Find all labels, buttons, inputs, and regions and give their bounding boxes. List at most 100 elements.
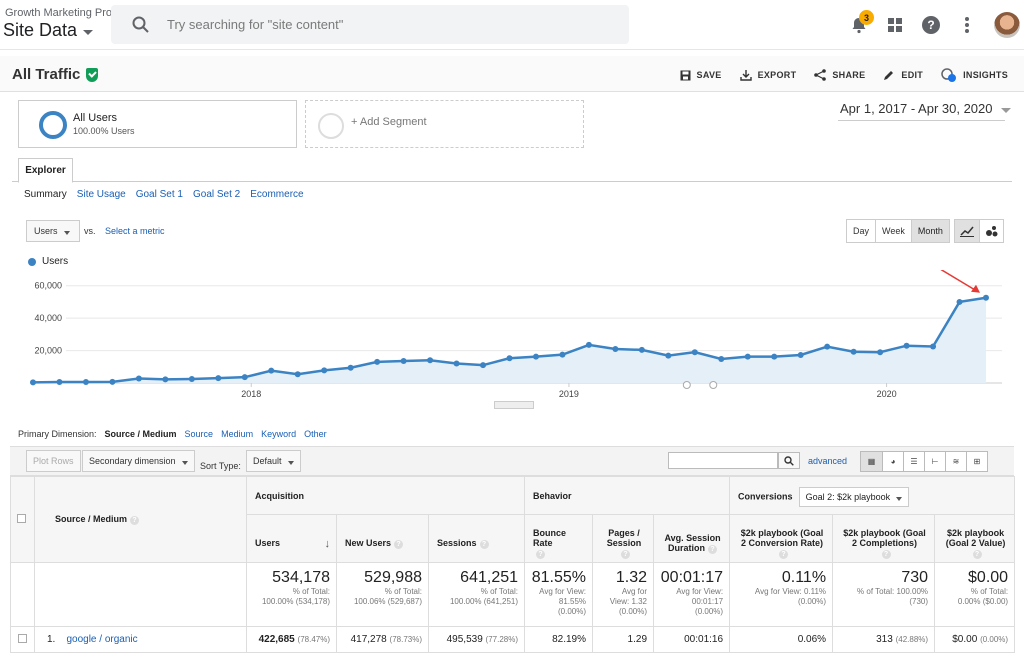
total-value: 00:01:17 bbox=[660, 569, 724, 586]
line-chart-icon[interactable] bbox=[955, 220, 979, 242]
subtab-ecommerce[interactable]: Ecommerce bbox=[250, 189, 304, 200]
secondary-dimension-label: Secondary dimension bbox=[89, 456, 176, 466]
performance-view-icon[interactable]: ☰ bbox=[903, 452, 924, 471]
comparison-view-icon[interactable]: ⊢ bbox=[924, 452, 945, 471]
help-icon: ? bbox=[536, 549, 546, 559]
chevron-down-icon bbox=[181, 460, 188, 465]
apps-grid-icon[interactable] bbox=[882, 12, 908, 38]
data-point bbox=[665, 352, 672, 359]
pencil-icon bbox=[884, 71, 894, 80]
data-point bbox=[532, 353, 539, 360]
data-point bbox=[480, 362, 487, 369]
term-cloud-view-icon[interactable]: ≋ bbox=[945, 452, 966, 471]
data-view-icon[interactable]: ▦ bbox=[861, 452, 882, 471]
dimension-keyword[interactable]: Keyword bbox=[261, 429, 297, 439]
table-search-button[interactable] bbox=[778, 452, 800, 469]
row-value-value: $0.00 bbox=[952, 634, 978, 645]
export-button[interactable]: EXPORT bbox=[739, 68, 797, 82]
y-tick-label: 40,000 bbox=[34, 313, 62, 323]
advanced-filter-link[interactable]: advanced bbox=[808, 456, 848, 466]
data-point bbox=[321, 367, 328, 374]
data-point bbox=[612, 345, 619, 352]
row-checkbox[interactable] bbox=[18, 633, 27, 643]
date-range-picker[interactable]: Apr 1, 2017 - Apr 30, 2020 bbox=[840, 101, 1011, 116]
secondary-dimension-dropdown[interactable]: Secondary dimension bbox=[82, 450, 195, 472]
select-all-checkbox[interactable] bbox=[17, 514, 26, 523]
col-users[interactable]: Users ↓ bbox=[246, 514, 337, 563]
segment-all-users[interactable]: All Users 100.00% Users bbox=[18, 100, 297, 148]
x-tick-label: 2020 bbox=[877, 389, 897, 399]
save-button[interactable]: SAVE bbox=[680, 68, 722, 82]
bell-icon[interactable]: 3 bbox=[846, 10, 874, 38]
dimension-source[interactable]: Source bbox=[184, 429, 214, 439]
col-avg-duration[interactable]: Avg. Session Duration? bbox=[653, 514, 731, 563]
subtab-goal-set-1[interactable]: Goal Set 1 bbox=[135, 189, 183, 200]
share-label: SHARE bbox=[832, 70, 866, 80]
sort-type-label: Sort Type: bbox=[200, 461, 241, 471]
account-name[interactable]: Growth Marketing Pro bbox=[5, 7, 112, 19]
group-conversions: Conversions Goal 2: $2k playbook bbox=[729, 476, 1016, 515]
col-pages-session[interactable]: Pages / Session? bbox=[592, 514, 655, 563]
data-point bbox=[850, 348, 857, 355]
table-search-input[interactable] bbox=[668, 452, 778, 469]
total-sub: 00:01:17 bbox=[691, 597, 724, 606]
metric-dropdown[interactable]: Users bbox=[26, 220, 80, 242]
edit-button[interactable]: EDIT bbox=[883, 68, 923, 82]
pivot-view-icon[interactable]: ⊞ bbox=[966, 452, 987, 471]
granularity-day[interactable]: Day bbox=[847, 220, 876, 242]
col-users-label: Users bbox=[255, 537, 281, 548]
chart-collapse-handle[interactable] bbox=[494, 401, 534, 409]
select-metric-link[interactable]: Select a metric bbox=[105, 226, 165, 236]
tab-explorer[interactable]: Explorer bbox=[18, 158, 73, 183]
row-users: 422,685 (78.47%) bbox=[246, 626, 337, 653]
add-segment-button[interactable]: + Add Segment bbox=[305, 100, 584, 148]
date-range-underline bbox=[838, 120, 1005, 121]
property-selector[interactable]: Site Data bbox=[3, 20, 94, 41]
pie-view-icon[interactable]: ◕ bbox=[882, 452, 903, 471]
data-point bbox=[691, 349, 698, 356]
total-sub: % of Total: bbox=[480, 587, 519, 596]
subtab-site-usage[interactable]: Site Usage bbox=[76, 189, 126, 200]
data-point bbox=[162, 376, 169, 383]
search-bar[interactable]: Try searching for "site content" bbox=[111, 5, 629, 44]
row-duration: 00:01:16 bbox=[653, 626, 731, 653]
row-pages: 1.29 bbox=[592, 626, 655, 653]
goal-dropdown[interactable]: Goal 2: $2k playbook bbox=[798, 487, 910, 507]
subtab-summary[interactable]: Summary bbox=[24, 189, 67, 200]
help-icon[interactable]: ? bbox=[918, 12, 944, 38]
dimension-header[interactable]: Source / Medium? bbox=[34, 476, 247, 563]
col-new-users[interactable]: New Users? bbox=[336, 514, 429, 563]
metric-label: Users bbox=[34, 226, 58, 236]
subtab-goal-set-2[interactable]: Goal Set 2 bbox=[192, 189, 241, 200]
col-goal2-completions[interactable]: $2k playbook (Goal 2 Completions)? bbox=[832, 514, 936, 563]
dimension-other[interactable]: Other bbox=[304, 429, 327, 439]
users-line-chart: 20,000 40,000 60,000 2018 2019 2020 bbox=[30, 270, 1002, 399]
col-bounce-rate[interactable]: Bounce Rate? bbox=[524, 514, 594, 563]
row-completions: 313 (42.88%) bbox=[832, 626, 936, 653]
col-sessions[interactable]: Sessions? bbox=[427, 514, 526, 563]
tab-row: Explorer bbox=[12, 158, 1012, 183]
avatar[interactable] bbox=[994, 12, 1020, 38]
report-title: All Traffic bbox=[12, 66, 81, 83]
totals-empty-1 bbox=[10, 562, 35, 627]
total-sub: Avg for View: bbox=[539, 587, 587, 596]
row-source-link[interactable]: google / organic bbox=[66, 634, 138, 645]
row-bounce: 82.19% bbox=[524, 626, 594, 653]
col-completions-label: $2k playbook (Goal 2 Completions) bbox=[843, 528, 926, 549]
col-pages-label: Pages / Session bbox=[606, 528, 642, 549]
insights-button[interactable]: INSIGHTS bbox=[941, 68, 1008, 82]
share-button[interactable]: SHARE bbox=[814, 68, 865, 82]
insights-label: INSIGHTS bbox=[963, 70, 1008, 80]
chart-legend: Users bbox=[28, 256, 68, 267]
granularity-week[interactable]: Week bbox=[875, 220, 911, 242]
dimension-header-label: Source / Medium bbox=[55, 514, 128, 525]
add-segment-label: + Add Segment bbox=[351, 116, 427, 128]
granularity-month[interactable]: Month bbox=[910, 220, 949, 242]
plot-rows-button[interactable]: Plot Rows bbox=[26, 450, 81, 472]
col-goal2-value[interactable]: $2k playbook (Goal 2 Value)? bbox=[934, 514, 1016, 563]
more-vert-icon[interactable] bbox=[954, 12, 980, 38]
dimension-medium[interactable]: Medium bbox=[221, 429, 254, 439]
col-goal2-conv-rate[interactable]: $2k playbook (Goal 2 Conversion Rate)? bbox=[729, 514, 834, 563]
sort-type-dropdown[interactable]: Default bbox=[246, 450, 301, 472]
motion-chart-icon[interactable] bbox=[979, 220, 1003, 242]
